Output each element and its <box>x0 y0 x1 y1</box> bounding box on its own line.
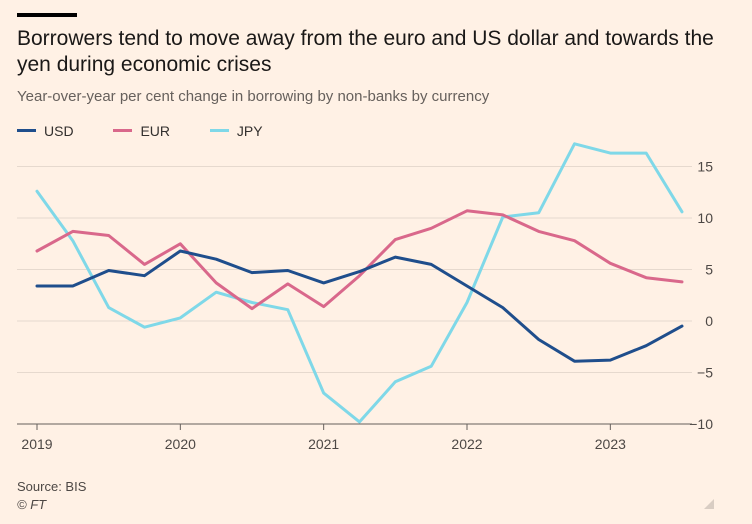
y-tick-label: −10 <box>689 416 713 432</box>
grid-lines <box>17 166 692 425</box>
legend-item-usd: USD <box>17 123 74 139</box>
x-tick-label: 2019 <box>21 436 52 452</box>
chart-subtitle: Year-over-year per cent change in borrow… <box>17 88 490 105</box>
resize-corner <box>704 499 714 509</box>
y-tick-label: 10 <box>697 210 713 226</box>
x-tick-label: 2020 <box>165 436 196 452</box>
y-tick-label: −5 <box>697 365 713 381</box>
source-note: Source: BIS <box>17 479 87 494</box>
legend-label-usd: USD <box>44 122 74 139</box>
series-line-usd <box>35 249 684 363</box>
x-tick-label: 2023 <box>595 436 626 452</box>
y-tick-label: 15 <box>697 159 713 175</box>
x-tick-label: 2021 <box>308 436 339 452</box>
legend: USD EUR JPY <box>17 119 299 139</box>
legend-label-jpy: JPY <box>236 122 263 139</box>
series-line-jpy <box>35 142 684 424</box>
legend-label-eur: EUR <box>140 122 171 139</box>
x-tick-label: 2022 <box>451 436 482 452</box>
legend-item-jpy: JPY <box>209 122 263 139</box>
series-lines <box>35 142 684 424</box>
y-tick-label: 5 <box>705 262 713 278</box>
legend-item-eur: EUR <box>113 123 170 139</box>
legend-swatch-jpy <box>209 129 229 132</box>
chart-title: Borrowers tend to move away from the eur… <box>17 27 714 76</box>
x-axis-ticks: 2019 2020 2021 2022 2023 <box>21 424 626 452</box>
y-tick-label: 0 <box>705 313 713 329</box>
credit-note: © FT <box>17 497 47 512</box>
series-line-eur <box>35 209 684 311</box>
brand-bar <box>17 13 77 17</box>
legend-swatch-usd <box>17 129 36 132</box>
y-axis-ticks: 15 10 5 0 −5 −10 <box>689 159 713 433</box>
legend-swatch-eur <box>113 129 133 132</box>
